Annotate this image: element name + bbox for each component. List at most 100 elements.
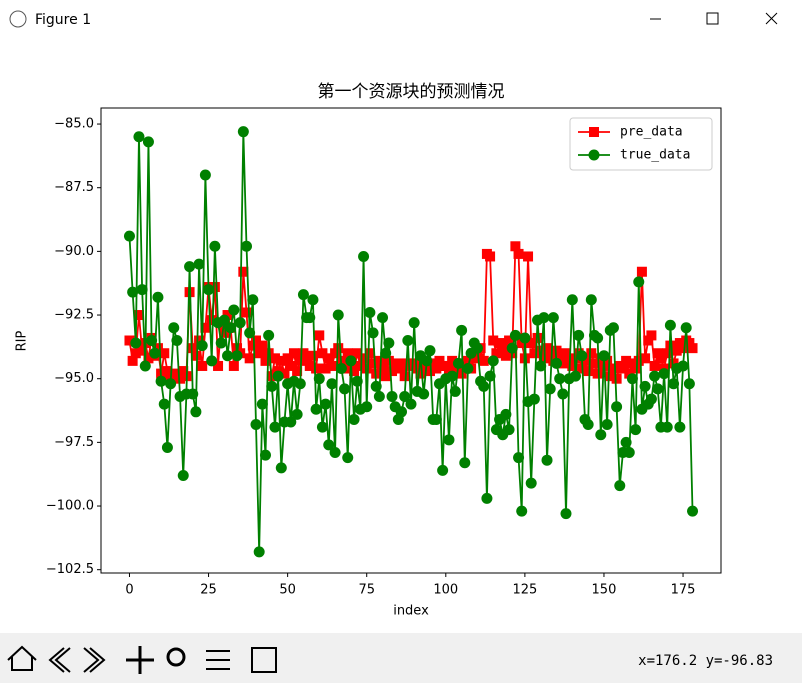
- legend-label: pre_data: [620, 125, 683, 140]
- back-button[interactable]: [48, 647, 71, 673]
- data-point: [386, 391, 398, 403]
- data-point: [213, 360, 224, 371]
- data-point: [443, 434, 455, 446]
- data-point: [645, 393, 657, 405]
- data-point: [500, 350, 511, 361]
- data-point: [373, 391, 385, 403]
- data-point: [219, 327, 230, 338]
- data-point: [222, 350, 234, 362]
- data-point: [624, 368, 635, 379]
- data-point: [399, 391, 411, 403]
- x-tick-label: 100: [433, 583, 458, 598]
- data-point: [687, 343, 698, 354]
- save-button[interactable]: [251, 647, 277, 673]
- chart-title: 第一个资源块的预测情况: [318, 82, 505, 102]
- data-point: [370, 380, 382, 392]
- data-point: [418, 388, 430, 400]
- data-point: [646, 330, 657, 341]
- data-point: [155, 375, 167, 387]
- data-point: [494, 338, 505, 349]
- data-point: [124, 335, 135, 346]
- data-point: [161, 441, 173, 453]
- data-point: [561, 348, 571, 359]
- y-tick-label: −102.5: [46, 562, 94, 577]
- zoom-button[interactable]: [166, 647, 186, 667]
- data-point: [127, 355, 138, 366]
- data-point: [560, 508, 572, 520]
- data-point: [471, 342, 483, 354]
- data-point: [554, 350, 565, 361]
- y-tick-label: −95.0: [54, 371, 94, 386]
- data-point: [285, 360, 296, 371]
- data-point: [351, 375, 363, 387]
- data-point: [526, 338, 537, 349]
- data-point: [428, 358, 439, 369]
- data-point: [484, 370, 496, 382]
- data-point: [510, 241, 521, 252]
- data-point: [456, 324, 468, 336]
- data-point: [541, 454, 553, 466]
- data-point: [579, 355, 590, 366]
- data-point: [602, 355, 613, 366]
- data-point: [149, 347, 161, 359]
- data-point: [313, 373, 325, 385]
- data-point: [485, 251, 496, 262]
- data-point: [557, 358, 568, 369]
- x-tick-label: 0: [125, 583, 133, 598]
- data-point: [680, 322, 692, 334]
- data-point: [630, 424, 642, 436]
- data-point: [326, 360, 337, 371]
- home-button[interactable]: [7, 645, 37, 671]
- data-point: [623, 447, 635, 459]
- data-point: [583, 366, 594, 377]
- data-point: [197, 360, 208, 371]
- subplots-button[interactable]: [206, 650, 230, 670]
- forward-button[interactable]: [83, 647, 106, 673]
- data-point: [269, 353, 280, 364]
- data-point: [592, 332, 604, 344]
- data-point: [231, 350, 243, 362]
- data-point: [130, 348, 141, 359]
- data-point: [626, 373, 638, 385]
- data-point: [177, 469, 189, 481]
- data-point: [215, 337, 227, 349]
- data-point: [193, 258, 205, 270]
- data-point: [364, 306, 376, 318]
- data-point: [348, 413, 360, 425]
- data-point: [621, 355, 632, 366]
- data-point: [380, 347, 392, 359]
- data-point: [330, 348, 341, 359]
- data-point: [627, 358, 638, 369]
- data-point: [247, 340, 258, 351]
- data-point: [545, 348, 556, 359]
- data-point: [569, 370, 581, 382]
- y-tick-label: −87.5: [54, 180, 94, 195]
- data-point: [633, 355, 644, 366]
- data-point: [304, 360, 315, 371]
- data-point: [447, 355, 458, 366]
- maximize-button[interactable]: [706, 12, 719, 25]
- data-point: [218, 314, 230, 326]
- pan-button[interactable]: [126, 646, 154, 674]
- data-point: [408, 317, 420, 329]
- data-point: [608, 363, 619, 374]
- data-point: [440, 360, 451, 371]
- legend-label: true_data: [620, 148, 690, 163]
- data-point: [139, 360, 151, 372]
- close-button[interactable]: [765, 12, 778, 25]
- data-point: [683, 378, 695, 390]
- data-point: [589, 358, 600, 369]
- data-point: [405, 398, 417, 410]
- data-point: [244, 353, 255, 364]
- data-point: [136, 284, 148, 296]
- data-point: [316, 421, 328, 433]
- legend: [569, 117, 713, 171]
- data-point: [513, 248, 524, 259]
- data-point: [586, 348, 597, 359]
- data-point: [481, 492, 493, 504]
- data-point: [339, 383, 351, 395]
- data-point: [345, 355, 357, 367]
- data-point: [342, 452, 354, 464]
- data-point: [310, 403, 322, 415]
- data-point: [259, 449, 271, 461]
